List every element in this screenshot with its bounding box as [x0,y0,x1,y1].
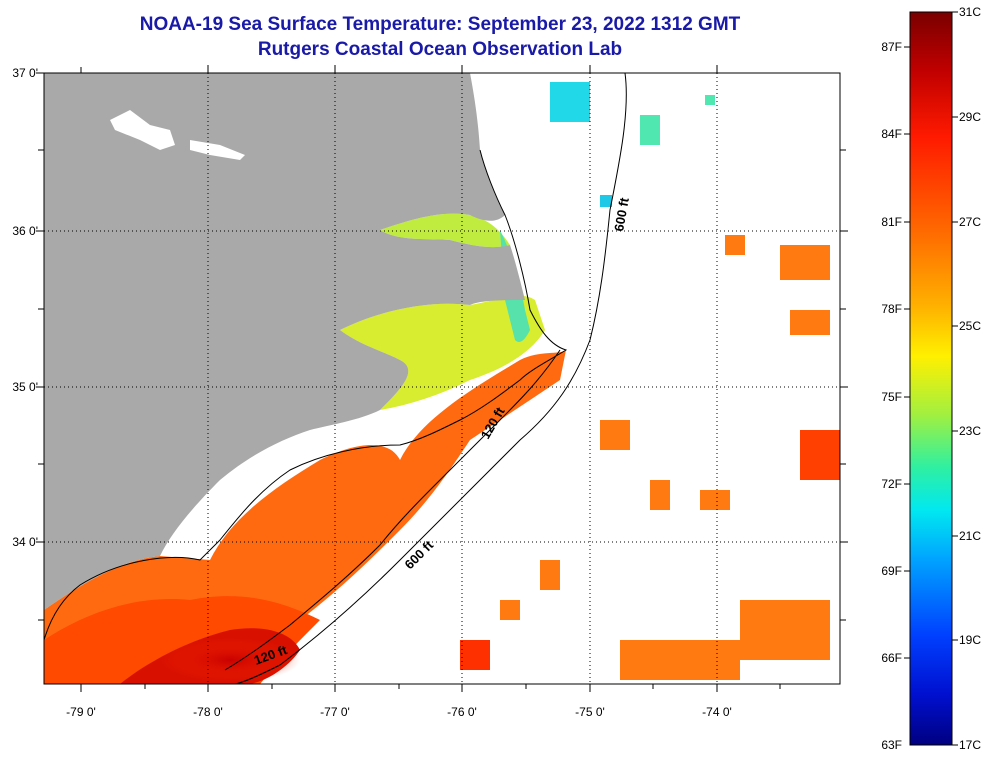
lat-label-35: 35 0' [12,380,38,394]
cb-c-29: 29C [959,110,981,124]
lon-label-79: -79 0' [66,705,96,719]
cb-f-69: 69F [881,564,902,578]
colorbar [909,11,953,746]
map-area [44,73,840,684]
cb-f-78: 78F [881,302,902,316]
land-mainland [44,73,525,610]
cb-f-72: 72F [881,477,902,491]
offshore-cool-patches [550,82,715,207]
lat-label-34: 34 0' [12,535,38,549]
inland-lakes [110,110,245,160]
cb-c-19: 19C [959,633,981,647]
cb-f-84: 84F [881,127,902,141]
lon-label-74: -74 0' [702,705,732,719]
cb-f-63: 63F [881,738,902,752]
pamlico-sound [340,295,545,410]
lon-label-77: -77 0' [320,705,350,719]
map-title: NOAA-19 Sea Surface Temperature: Septemb… [139,14,741,35]
cb-f-87: 87F [881,40,902,54]
cb-c-27: 27C [959,215,981,229]
cb-f-81: 81F [881,215,902,229]
map-frame [43,72,841,685]
sst-hotspot [160,638,300,682]
cb-c-25: 25C [959,319,981,333]
lon-label-76: -76 0' [447,705,477,719]
lat-label-37: 37 0' [12,66,38,80]
cb-c-31: 31C [959,5,981,19]
colorbar-ticks [904,11,958,746]
tick-marks [36,65,848,692]
cb-c-23: 23C [959,424,981,438]
isobath-600ft [234,73,627,684]
coastline [44,149,568,641]
isobath-120ft [224,349,561,671]
albemarle-sound [380,213,510,248]
offshore-sst-patches [460,235,840,680]
graticule [44,73,840,684]
lon-label-78: -78 0' [193,705,223,719]
cb-f-66: 66F [881,651,902,665]
cb-c-21: 21C [959,529,981,543]
contour-label-600ft-north: 600 ft [611,196,632,233]
cb-f-75: 75F [881,390,902,404]
lat-label-36: 36 0' [12,224,38,238]
lon-label-75: -75 0' [575,705,605,719]
cb-c-17: 17C [959,738,981,752]
map-subtitle: Rutgers Coastal Ocean Observation Lab [257,39,623,60]
